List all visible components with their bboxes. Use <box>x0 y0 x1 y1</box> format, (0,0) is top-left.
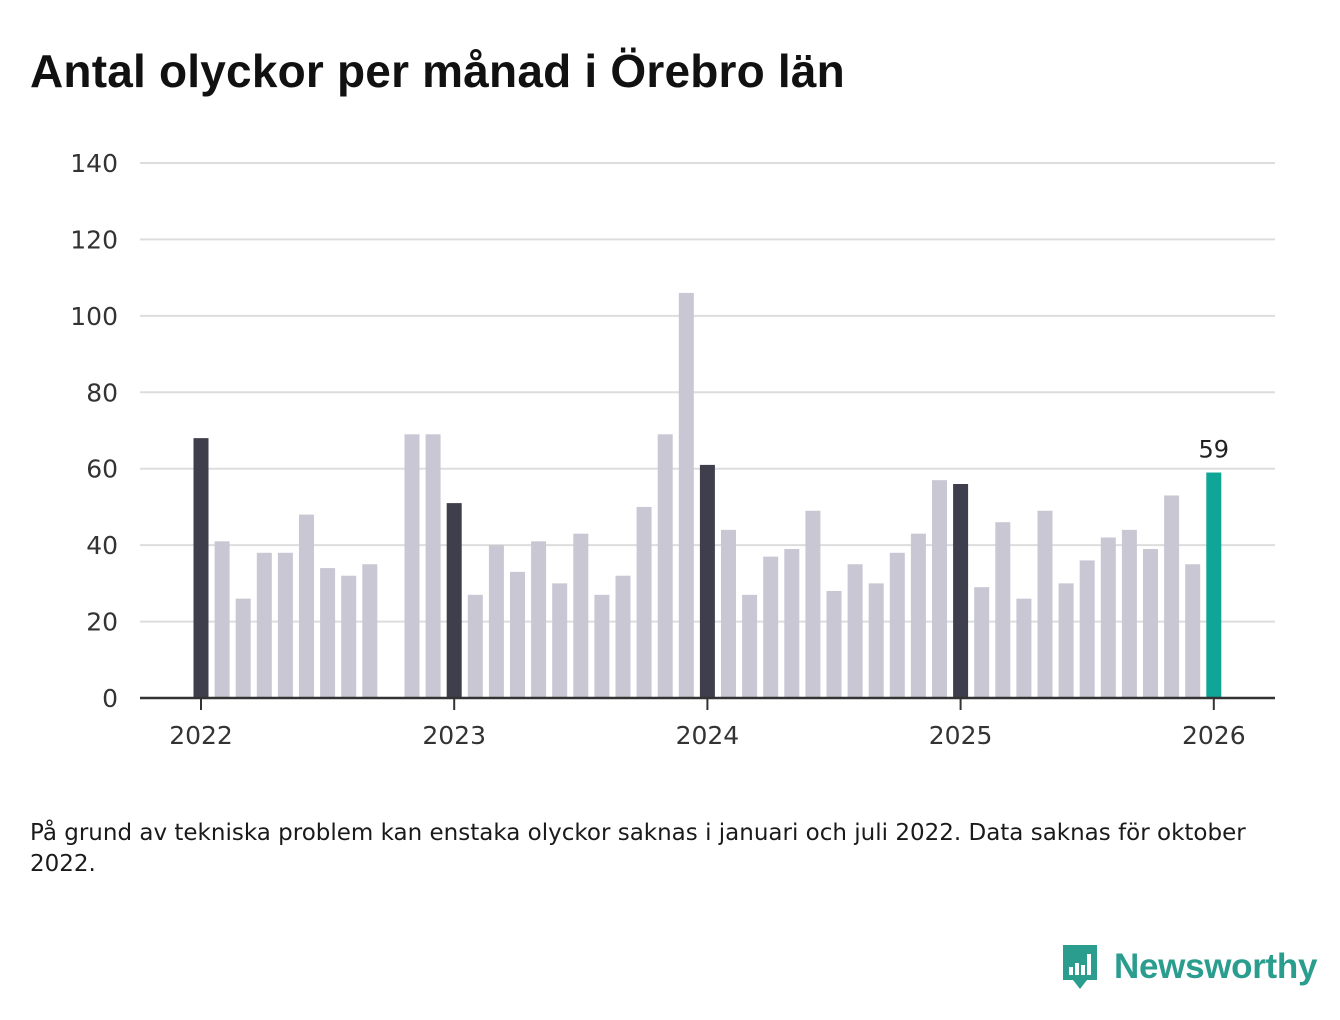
y-tick-label-20: 20 <box>86 608 118 637</box>
bar-2022-03[interactable] <box>235 598 251 698</box>
bar-2024-08[interactable] <box>847 564 863 698</box>
bar-2025-04[interactable] <box>1016 598 1032 698</box>
y-tick-label-140: 140 <box>70 149 118 178</box>
bar-2025-05[interactable] <box>1037 510 1053 698</box>
bar-2025-10[interactable] <box>1143 548 1158 698</box>
x-tick-label-2023: 2023 <box>422 721 486 750</box>
bar-2023-07[interactable] <box>573 533 589 698</box>
bar-2023-03[interactable] <box>488 545 504 698</box>
bar-2024-03[interactable] <box>742 594 758 698</box>
bar-2025-02[interactable] <box>974 587 990 698</box>
bar-2022-09[interactable] <box>362 564 378 698</box>
footnote: På grund av tekniska problem kan enstaka… <box>30 820 1246 877</box>
x-tick-label-2022: 2022 <box>169 721 233 750</box>
y-tick-label-80: 80 <box>86 378 118 407</box>
bar-chart: 0 20 40 60 80 100 120 140 59 2022 2023 2024 2025 2026 <box>70 149 1275 750</box>
bar-2024-09[interactable] <box>868 583 884 698</box>
bar-2022-04[interactable] <box>256 552 272 698</box>
bar-2024-07[interactable] <box>826 591 842 698</box>
bar-2022-06[interactable] <box>299 514 314 698</box>
bar-2022-11[interactable] <box>404 434 420 698</box>
newsworthy-logo-text: Newsworthy <box>1114 947 1318 986</box>
bar-2024-12[interactable] <box>932 480 947 698</box>
bar-2025-03[interactable] <box>995 522 1011 698</box>
bar-2023-09[interactable] <box>615 575 631 698</box>
labels: 0 20 40 60 80 100 120 140 59 2022 2023 2024 2025 2026 <box>70 149 1245 750</box>
x-tick-label-2026: 2026 <box>1182 721 1246 750</box>
bar-2025-06[interactable] <box>1058 583 1074 698</box>
bar-2022-07[interactable] <box>320 568 336 698</box>
bar-2024-01[interactable] <box>699 464 715 698</box>
y-tick-label-120: 120 <box>70 225 118 254</box>
bar-2022-12[interactable] <box>425 434 441 698</box>
bar-2025-07[interactable] <box>1079 560 1095 698</box>
bar-2023-05[interactable] <box>531 541 547 698</box>
bar-2023-10[interactable] <box>636 506 652 698</box>
bar-2023-02[interactable] <box>467 594 483 698</box>
bar-2022-02[interactable] <box>214 541 230 698</box>
bars <box>193 292 1222 699</box>
bar-2026-01[interactable] <box>1206 472 1222 698</box>
bar-2025-08[interactable] <box>1100 537 1116 699</box>
y-tick-label-40: 40 <box>86 531 118 560</box>
bar-2023-12[interactable] <box>678 292 694 698</box>
x-tick-label-2025: 2025 <box>929 721 993 750</box>
bar-2022-05[interactable] <box>277 552 293 698</box>
newsworthy-logo[interactable]: Newsworthy <box>1060 940 1317 994</box>
bar-2024-02[interactable] <box>721 529 736 698</box>
bar-2025-01[interactable] <box>953 484 969 698</box>
bar-2024-04[interactable] <box>763 556 779 698</box>
bar-2024-10[interactable] <box>889 552 905 698</box>
bar-2025-09[interactable] <box>1121 529 1137 698</box>
y-tick-label-100: 100 <box>70 302 118 331</box>
chart-title: Antal olyckor per månad i Örebro län <box>30 45 845 97</box>
newsworthy-logo-icon <box>1063 945 1097 989</box>
x-tick-label-2024: 2024 <box>676 721 740 750</box>
y-tick-label-0: 0 <box>102 684 118 713</box>
bar-2025-12[interactable] <box>1185 564 1201 698</box>
bar-2023-08[interactable] <box>594 594 610 698</box>
bar-2023-04[interactable] <box>510 571 525 698</box>
bar-2024-11[interactable] <box>910 533 926 698</box>
latest-value-label: 59 <box>1199 436 1230 464</box>
bar-2022-01[interactable] <box>193 438 209 698</box>
bar-2024-05[interactable] <box>784 548 800 698</box>
bar-2023-01[interactable] <box>446 503 462 698</box>
bar-2025-11[interactable] <box>1164 495 1180 698</box>
bar-2024-06[interactable] <box>805 510 821 698</box>
bar-2023-11[interactable] <box>657 434 673 698</box>
bar-2023-06[interactable] <box>552 583 568 698</box>
bar-2022-08[interactable] <box>341 575 357 698</box>
y-tick-label-60: 60 <box>86 455 118 484</box>
axes <box>140 696 1275 710</box>
